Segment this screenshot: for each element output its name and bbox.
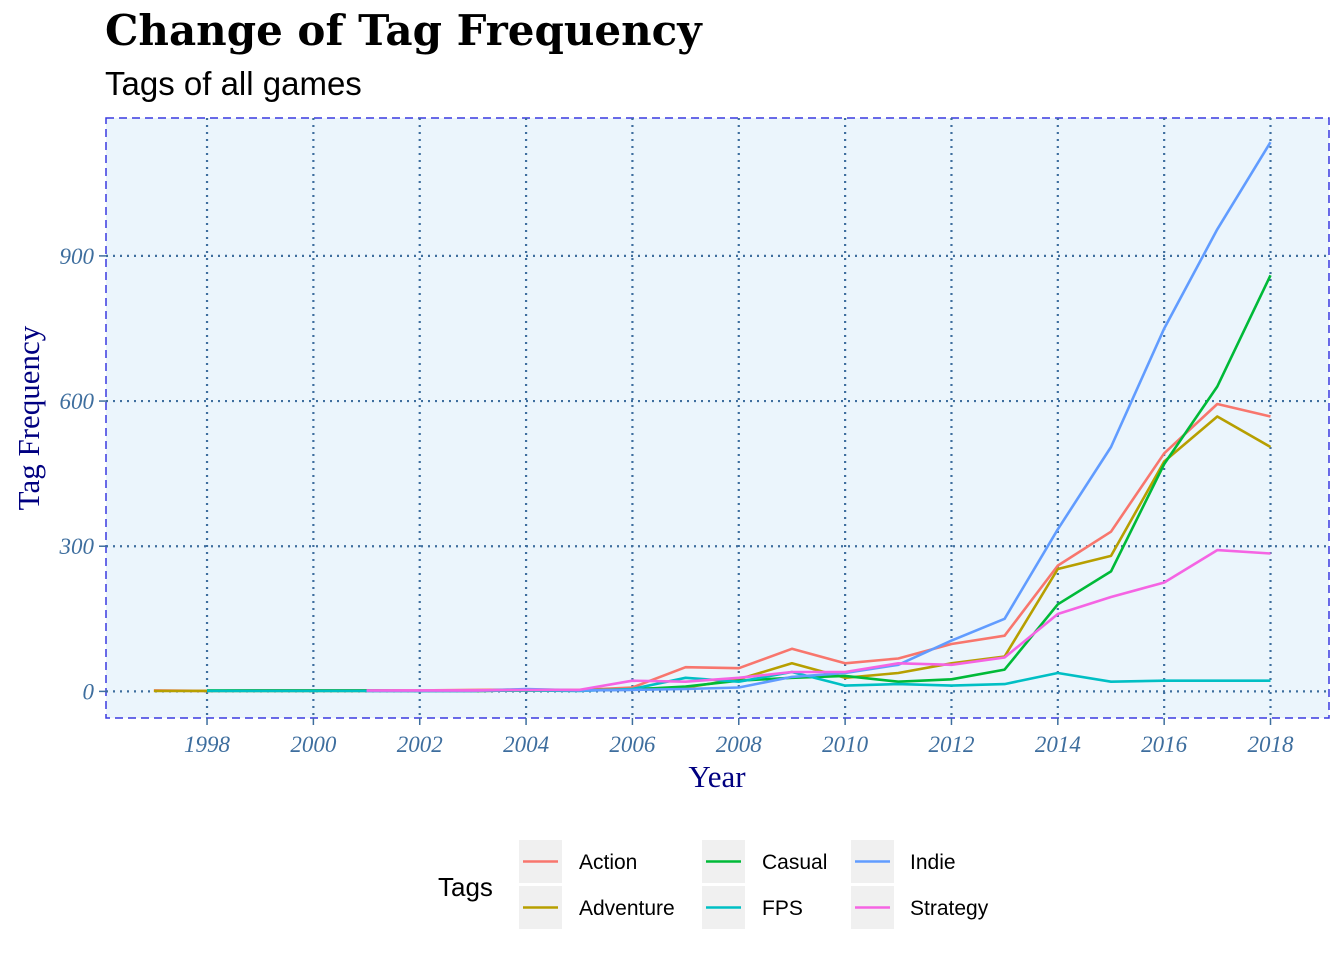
y-tick-label: 300 [59, 534, 95, 559]
legend-label-adventure: Adventure [579, 897, 675, 920]
x-tick-label: 2004 [503, 732, 549, 757]
y-tick-label: 0 [83, 679, 95, 704]
chart-title: Change of Tag Frequency [105, 6, 703, 55]
x-tick-label: 1998 [184, 732, 231, 757]
x-axis-title: Year [688, 759, 746, 794]
series-line-strategy [366, 548, 1271, 692]
x-tick-label: 2014 [1035, 732, 1081, 757]
x-tick-label: 2006 [609, 732, 656, 757]
legend-label-casual: Casual [762, 851, 827, 874]
x-axis-ticks: 1998 2000 2002 2004 2006 2008 2010 2012 2014 2016… [184, 718, 1294, 757]
y-axis-title: Tag Frequency [11, 325, 46, 510]
legend-label-strategy: Strategy [910, 897, 989, 920]
x-tick-label: 2000 [290, 732, 337, 757]
x-tick-label: 2002 [397, 732, 443, 757]
x-tick-label: 2010 [822, 732, 869, 757]
legend-label-action: Action [579, 851, 637, 874]
x-tick-label: 2012 [928, 732, 974, 757]
legend: Tags Action Adventure Casual FPS Indie Strate… [438, 840, 989, 929]
legend-label-indie: Indie [910, 851, 956, 874]
x-tick-label: 2018 [1248, 732, 1295, 757]
legend-title: Tags [438, 872, 493, 902]
legend-label-fps: FPS [762, 897, 803, 920]
y-tick-label: 600 [60, 389, 95, 414]
x-tick-label: 2016 [1141, 732, 1188, 757]
chart-subtitle: Tags of all games [105, 65, 362, 102]
y-axis-ticks: 0 300 600 900 [59, 244, 106, 704]
plot-panel [105, 117, 1330, 719]
y-tick-label: 900 [60, 244, 95, 269]
x-tick-label: 2008 [716, 732, 763, 757]
series-lines [153, 141, 1272, 693]
